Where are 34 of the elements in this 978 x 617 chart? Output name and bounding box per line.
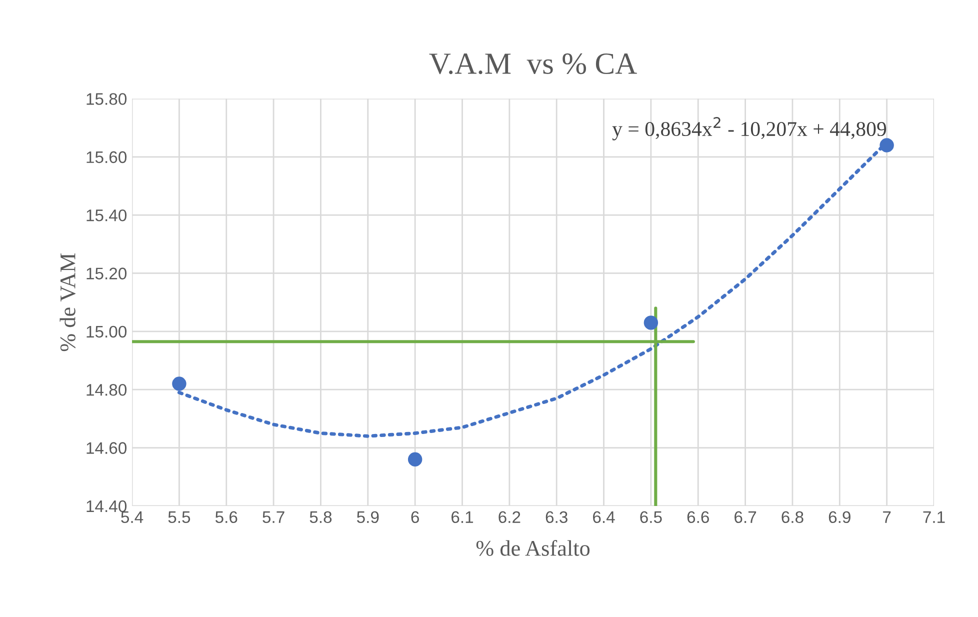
y-tick-label: 15.80	[86, 93, 127, 105]
x-tick-label: 6.5	[640, 511, 662, 524]
point	[172, 376, 186, 391]
x-tick-label: 6.8	[782, 511, 804, 524]
y-tick-label: 14.60	[86, 442, 127, 454]
x-tick-label: 5.7	[262, 511, 284, 524]
chart-title: V.A.M vs % CA	[429, 53, 637, 74]
x-tick-label: 6.4	[593, 511, 615, 524]
annotation: y = 0,8634x$^{2}$ - 10,207x + 44,809	[612, 117, 886, 140]
x-tick-label: 6.7	[734, 511, 756, 524]
y-tick-label: 15.00	[86, 326, 127, 338]
y-tick-label: 15.40	[86, 209, 127, 222]
y-axis-title: % de VAM	[60, 253, 76, 352]
x-tick-label: 6.2	[498, 511, 520, 524]
x-tick-label: 6.9	[828, 511, 850, 524]
x-axis-title: % de Asfalto	[476, 540, 590, 556]
x-tick-label: 7.1	[923, 511, 945, 523]
x-tick-label: 7	[883, 511, 891, 523]
y-tick-label: 14.40	[86, 500, 127, 512]
point	[408, 452, 422, 467]
x-tick-label: 6.1	[452, 511, 474, 524]
x-tick-label: 5.8	[310, 511, 332, 524]
x-tick-label: 6	[411, 511, 419, 524]
point	[880, 138, 894, 152]
point	[644, 316, 658, 330]
x-tick-label: 6.6	[687, 511, 709, 524]
x-tick-label: 5.4	[121, 511, 144, 524]
x-tick-label: 5.9	[356, 511, 379, 524]
x-tick-label: 5.5	[168, 511, 190, 524]
y-tick-label: 14.80	[86, 384, 127, 396]
y-tick-label: 15.20	[86, 268, 127, 280]
x-tick-label: 6.3	[546, 511, 568, 524]
y-tick-label: 15.60	[86, 151, 127, 164]
x-tick-label: 5.6	[215, 511, 238, 524]
